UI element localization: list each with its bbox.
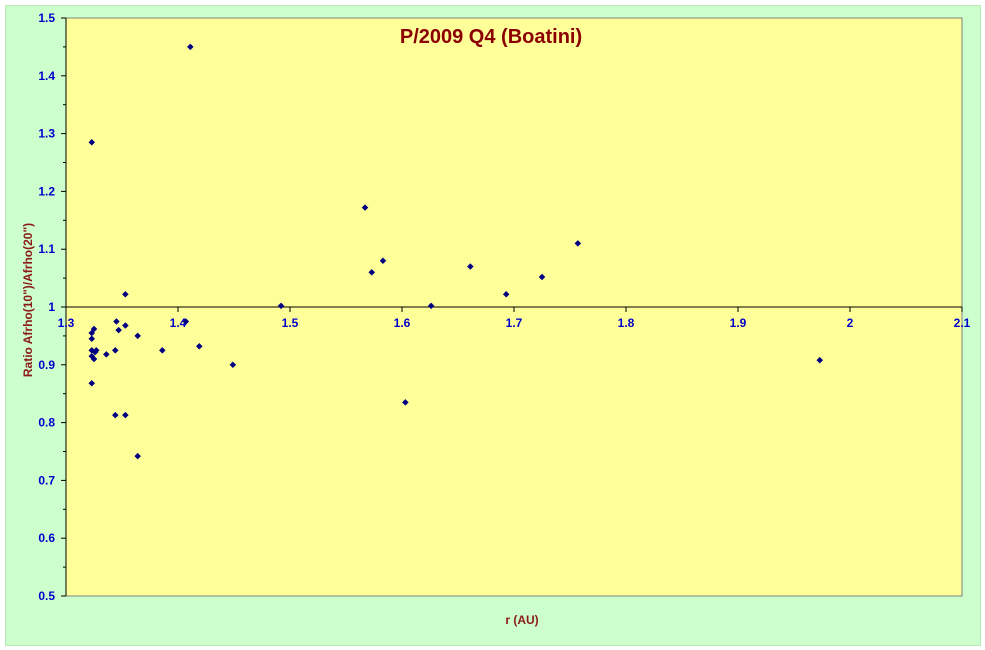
data-point (88, 335, 96, 343)
data-point (102, 351, 110, 358)
y-tick-label: 0.7 (38, 473, 55, 487)
data-point (379, 257, 387, 265)
chart-title: P/2009 Q4 (Boatini) (400, 26, 582, 48)
y-tick-label: 0.9 (38, 358, 55, 372)
data-point (816, 356, 824, 364)
y-tick-label: 1.3 (38, 127, 55, 141)
data-point (361, 204, 369, 211)
y-tick-label: 1.4 (38, 69, 55, 83)
data-point (122, 290, 129, 298)
data-point (277, 302, 285, 310)
data-point (115, 326, 122, 334)
x-axis: 1.3 1.4 1.5 1.6 1.7 1.8 1.9 2 2.1 (58, 306, 971, 330)
x-tick-label: 1.4 (170, 316, 187, 330)
y-tick-label: 1.2 (38, 184, 55, 198)
data-point (134, 452, 142, 460)
y-tick-label: 0.6 (38, 531, 55, 545)
data-point (195, 342, 203, 350)
x-axis-title: r (AU) (505, 613, 538, 627)
y-axis: 0.5 0.6 0.7 0.8 0.9 1 1.1 1.2 1.3 1.4 1.5 (38, 11, 67, 603)
data-point (427, 302, 435, 310)
data-point (90, 355, 98, 363)
x-tick-label: 2 (847, 316, 854, 330)
data-point (158, 346, 166, 354)
data-point (88, 379, 96, 387)
x-tick-label: 2.1 (954, 316, 971, 330)
data-point (111, 346, 119, 354)
y-tick-label: 0.5 (38, 589, 55, 603)
data-point (229, 361, 237, 369)
data-point (402, 399, 409, 406)
data-point (186, 43, 194, 51)
data-point (538, 273, 546, 281)
data-point (113, 318, 120, 325)
y-tick-label: 0.8 (38, 416, 55, 430)
data-point (122, 411, 129, 419)
data-point (88, 138, 96, 146)
data-point (574, 240, 582, 247)
data-point (92, 346, 100, 354)
data-points (88, 43, 824, 460)
data-point (111, 411, 119, 419)
y-tick-label: 1.1 (38, 242, 55, 256)
x-tick-label: 1.7 (506, 316, 523, 330)
data-point (466, 263, 474, 270)
y-tick-label: 1.5 (38, 11, 55, 25)
x-tick-label: 1.5 (282, 316, 299, 330)
data-point (90, 325, 98, 333)
data-point (182, 318, 190, 325)
data-point (368, 268, 376, 276)
x-tick-label: 1.8 (618, 316, 635, 330)
x-tick-label: 1.3 (58, 316, 75, 330)
x-tick-label: 1.6 (394, 316, 411, 330)
data-point (502, 290, 510, 298)
y-axis-title: Ratio Afrho(10")/Afrho(20") (21, 223, 35, 377)
data-point (122, 322, 129, 329)
data-point (134, 332, 142, 340)
x-tick-label: 1.9 (730, 316, 747, 330)
y-tick-label: 1 (48, 300, 55, 314)
